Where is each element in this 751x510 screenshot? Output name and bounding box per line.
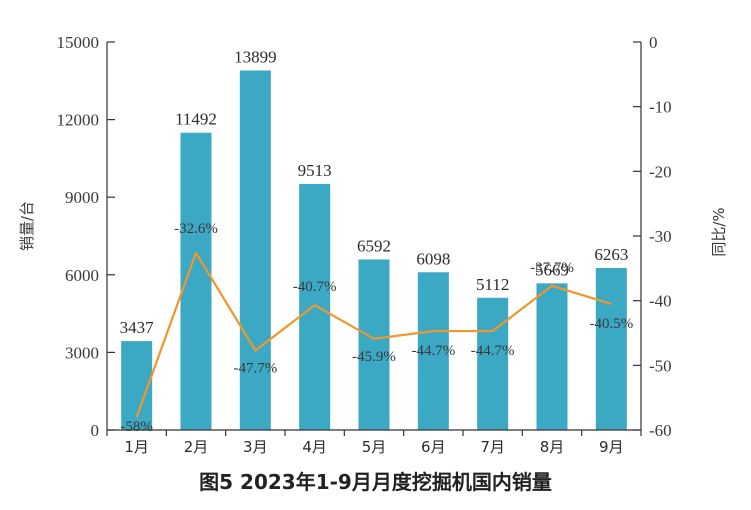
yoy-value-label: -58% xyxy=(120,419,153,435)
bar xyxy=(595,267,627,430)
left-tick-label: 12000 xyxy=(57,111,100,130)
y-axis-title-left: 销量/台 xyxy=(18,201,36,251)
right-tick-label: -10 xyxy=(649,98,672,117)
x-category-label: 1月 xyxy=(124,438,149,456)
y-axis-title-right: 同比/% xyxy=(710,207,728,256)
yoy-value-label: -40.7% xyxy=(293,279,337,295)
bar xyxy=(358,259,390,430)
x-category-label: 9月 xyxy=(599,438,624,456)
left-tick-label: 15000 xyxy=(57,33,100,52)
left-tick-label: 9000 xyxy=(65,188,99,207)
bar xyxy=(239,70,271,431)
bar-value-label: 13899 xyxy=(234,47,277,66)
bar-value-label: 3437 xyxy=(120,318,155,337)
right-tick-label: 0 xyxy=(649,33,658,52)
left-tick-label: 3000 xyxy=(65,343,99,362)
bar xyxy=(536,283,568,430)
yoy-value-label: -45.9% xyxy=(352,349,396,365)
left-tick-label: 6000 xyxy=(65,266,99,285)
bar-value-label: 9513 xyxy=(298,161,332,180)
bar-value-label: 5669 xyxy=(535,260,569,279)
chart-caption: 图5 2023年1-9月月度挖掘机国内销量 xyxy=(199,470,552,494)
x-category-label: 6月 xyxy=(421,438,446,456)
left-tick-label: 0 xyxy=(91,421,100,440)
bar-labels: 3437 11492 13899 9513 6592 6098 5112 5669 6263 xyxy=(120,47,629,337)
yoy-line xyxy=(135,251,612,418)
yoy-value-label: -47.7% xyxy=(233,360,277,376)
yoy-value-label: -37.7% xyxy=(530,260,574,276)
yoy-value-label: -44.7% xyxy=(411,343,455,359)
right-axis: 0 -10 -20 -30 -40 -50 -60 xyxy=(633,33,672,440)
yoy-value-label: -32.6% xyxy=(174,221,218,237)
x-category-label: 4月 xyxy=(302,438,327,456)
bar-value-label: 11492 xyxy=(175,110,217,129)
chart: 0 3000 6000 9000 12000 15000 0 -10 -20 -30 -40 -50… xyxy=(18,33,728,456)
x-category-label: 8月 xyxy=(540,438,565,456)
yoy-labels: -58% -32.6% -47.7% -40.7% -45.9% -44.7% -44.7%… xyxy=(120,221,633,435)
x-category-label: 2月 xyxy=(184,438,209,456)
right-tick-label: -40 xyxy=(649,292,672,311)
bar-value-label: 6098 xyxy=(416,249,450,268)
bars xyxy=(121,70,627,431)
yoy-value-label: -44.7% xyxy=(471,343,515,359)
bar xyxy=(477,297,509,430)
right-tick-label: -50 xyxy=(649,356,672,375)
bar-value-label: 6592 xyxy=(357,236,391,255)
bar xyxy=(417,272,449,430)
bar-value-label: 6263 xyxy=(594,245,628,264)
x-category-label: 5月 xyxy=(362,438,387,456)
yoy-value-label: -40.5% xyxy=(589,316,633,332)
x-category-label: 3月 xyxy=(243,438,268,456)
yoy-series-line xyxy=(135,251,612,418)
bar xyxy=(299,183,331,430)
x-axis: 1月 2月 3月 4月 5月 6月 7月 8月 9月 xyxy=(106,429,642,456)
right-tick-label: -20 xyxy=(649,162,672,181)
x-category-label: 7月 xyxy=(480,438,505,456)
right-tick-label: -30 xyxy=(649,227,672,246)
right-tick-label: -60 xyxy=(649,421,672,440)
left-axis: 0 3000 6000 9000 12000 15000 xyxy=(57,33,115,440)
bar-value-label: 5112 xyxy=(476,275,509,294)
